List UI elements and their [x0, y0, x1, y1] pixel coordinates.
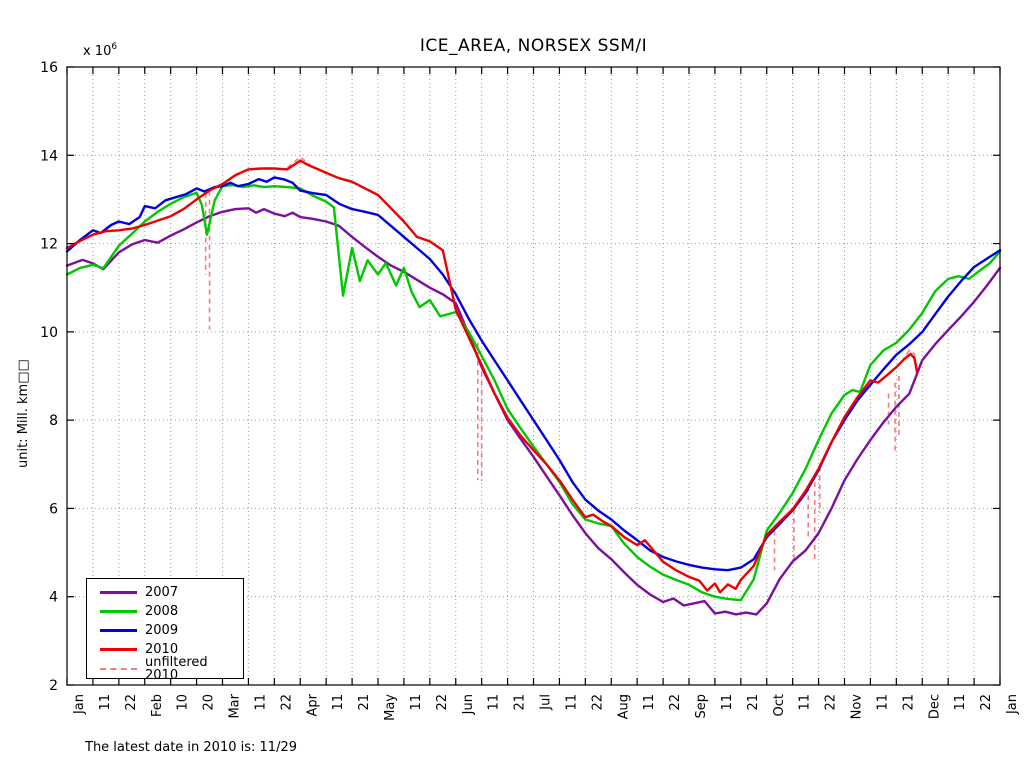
legend-line-swatch-2008 — [100, 610, 137, 613]
x-tick-label: 11 — [98, 694, 113, 711]
y-tick-label: 12 — [40, 237, 58, 253]
x-tick-label: 22 — [824, 694, 839, 711]
y-tick-label: 8 — [49, 413, 58, 429]
x-tick-label: 11 — [720, 694, 735, 711]
x-tick-label: Sep — [694, 694, 709, 719]
x-tick-label: 22 — [279, 694, 294, 711]
y-axis-label: unit: Mill. km□□ — [16, 359, 31, 468]
legend-label-2010: 2010 — [145, 642, 179, 657]
x-tick-label: 11 — [331, 694, 346, 711]
x-tick-label: 21 — [901, 694, 916, 711]
chart-title: ICE_AREA, NORSEX SSM/I — [419, 36, 648, 56]
x-tick-label: Aug — [616, 694, 631, 719]
legend-item-2008: 2008 — [100, 602, 243, 621]
x-tick-label: 22 — [668, 694, 683, 711]
legend-line-swatch-unfiltered-2010 — [100, 667, 137, 670]
x-tick-label: Nov — [850, 694, 865, 720]
x-tick-label: Dec — [927, 694, 942, 719]
x-tick-label: 11 — [642, 694, 657, 711]
x-tick-label: 21 — [513, 694, 528, 711]
x-tick-label: 20 — [202, 694, 217, 711]
legend: 2007 2008 2009 2010 unfiltered 2010 — [86, 578, 244, 682]
x-tick-label: 21 — [746, 694, 761, 711]
legend-label-unfiltered-2010: unfiltered 2010 — [145, 654, 208, 683]
y-axis-exponent-base: x 10 — [83, 44, 112, 59]
x-tick-label: May — [383, 694, 398, 721]
y-axis-exponent: x 106 — [83, 42, 117, 59]
x-tick-label: 11 — [875, 694, 890, 711]
series-2008-line — [65, 183, 1002, 602]
legend-label-2007: 2007 — [145, 585, 179, 600]
x-tick-label: 21 — [357, 694, 372, 711]
x-tick-label: 10 — [176, 694, 191, 711]
legend-line-swatch-2010 — [100, 648, 137, 651]
legend-label-2009: 2009 — [145, 623, 179, 638]
x-tick-label: Feb — [150, 694, 165, 717]
legend-item-2009: 2009 — [100, 621, 243, 640]
x-tick-label: 11 — [798, 694, 813, 711]
x-tick-label: 22 — [590, 694, 605, 711]
x-tick-label: Oct — [772, 694, 787, 716]
x-tick-label: 22 — [435, 694, 450, 711]
legend-item-2010: 2010 — [100, 640, 243, 659]
x-tick-label: Jan — [1005, 694, 1020, 715]
x-tick-label: 22 — [979, 694, 994, 711]
x-tick-label: Mar — [228, 693, 243, 718]
footer-note: The latest date in 2010 is: 11/29 — [85, 740, 297, 755]
legend-line-swatch-2007 — [100, 591, 137, 594]
x-tick-label: 11 — [564, 694, 579, 711]
y-axis-exponent-power: 6 — [111, 42, 118, 52]
y-tick-label: 14 — [40, 148, 58, 164]
legend-item-unfiltered-2010: unfiltered 2010 — [100, 656, 243, 682]
series-2007-line — [65, 207, 1002, 616]
y-tick-label: 4 — [49, 590, 58, 606]
legend-line-swatch-2009 — [100, 629, 137, 632]
series-2010-line — [65, 159, 919, 594]
y-tick-label: 2 — [49, 678, 58, 694]
x-tick-label: 11 — [253, 694, 268, 711]
legend-item-2007: 2007 — [100, 583, 243, 602]
y-tick-label: 6 — [49, 501, 58, 517]
x-tick-label: 11 — [953, 694, 968, 711]
legend-label-2008: 2008 — [145, 604, 179, 619]
y-tick-label: 10 — [40, 325, 58, 341]
x-tick-label: Jul — [539, 694, 554, 711]
x-tick-label: 22 — [124, 694, 139, 711]
x-tick-label: 11 — [409, 694, 424, 711]
x-tick-label: Jan — [72, 694, 87, 715]
x-tick-label: Jun — [461, 694, 476, 715]
y-tick-label: 16 — [40, 60, 58, 76]
x-tick-label: 11 — [487, 694, 502, 711]
x-tick-label: Apr — [305, 693, 320, 716]
